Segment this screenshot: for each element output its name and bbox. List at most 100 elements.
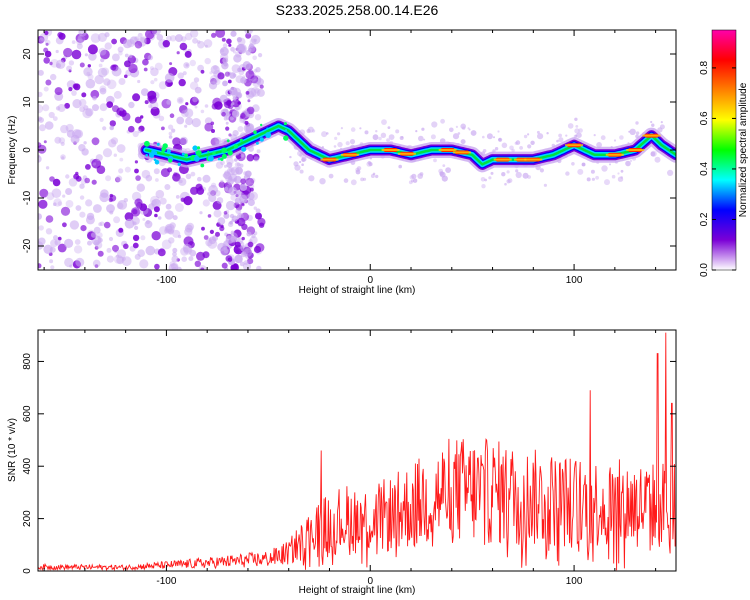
noise-blob	[234, 254, 243, 264]
noise-blob	[225, 200, 236, 211]
noise-blob	[229, 213, 235, 219]
noise-blob	[57, 243, 67, 253]
noise-blob	[151, 199, 157, 206]
noise-blob	[185, 102, 189, 106]
noise-blob	[232, 130, 239, 137]
noise-blob	[319, 178, 326, 185]
noise-blob	[247, 48, 252, 52]
noise-blob	[181, 109, 189, 118]
noise-blob	[124, 212, 134, 222]
noise-blob	[236, 37, 242, 43]
noise-blob	[113, 90, 122, 99]
ridge-speckle	[207, 155, 214, 162]
noise-blob	[165, 225, 173, 233]
noise-blob	[244, 30, 253, 35]
noise-blob	[197, 176, 202, 182]
noise-blob	[253, 156, 260, 162]
noise-blob	[155, 178, 159, 182]
noise-blob	[620, 176, 623, 179]
noise-blob	[77, 34, 86, 43]
noise-blob	[349, 139, 356, 145]
noise-blob	[421, 127, 425, 131]
noise-blob	[208, 193, 217, 203]
noise-blob	[255, 208, 261, 214]
noise-blob	[235, 208, 242, 215]
ridge-speckle	[145, 154, 148, 157]
snr-marks	[38, 332, 676, 571]
noise-blob	[455, 125, 458, 128]
noise-blob	[220, 179, 224, 184]
noise-blob	[252, 55, 257, 61]
noise-blob	[145, 174, 153, 182]
noise-blob	[567, 123, 574, 129]
ridge-speckle	[192, 145, 198, 151]
noise-blob	[87, 64, 92, 68]
noise-blob	[227, 178, 234, 185]
noise-blob	[558, 133, 562, 138]
noise-blob	[140, 235, 146, 241]
noise-blob	[609, 163, 611, 166]
noise-blob	[381, 119, 387, 125]
noise-blob	[197, 40, 205, 49]
noise-blob	[112, 105, 119, 113]
noise-blob	[201, 226, 205, 231]
noise-blob	[148, 203, 155, 210]
noise-blob	[191, 118, 201, 128]
noise-blob	[245, 91, 250, 95]
noise-blob	[38, 213, 42, 220]
noise-blob	[98, 63, 103, 68]
noise-blob	[91, 179, 97, 185]
noise-blob	[213, 65, 218, 70]
noise-blob	[124, 74, 128, 79]
noise-blob	[184, 124, 188, 128]
spectrogram-x-axis-label: Height of straight line (km)	[299, 285, 416, 296]
noise-blob	[38, 199, 48, 209]
noise-blob	[87, 240, 92, 246]
noise-blob	[184, 50, 192, 58]
noise-blob	[586, 177, 591, 182]
ridge-speckle	[217, 157, 221, 161]
noise-blob	[221, 37, 226, 42]
noise-blob	[395, 129, 400, 134]
noise-blob	[209, 229, 214, 234]
noise-blob	[299, 160, 302, 164]
noise-blob	[333, 145, 337, 148]
noise-blob	[235, 204, 243, 211]
noise-blob	[150, 106, 160, 116]
noise-blob	[137, 249, 145, 257]
noise-blob	[204, 117, 213, 125]
ridge-speckle	[166, 149, 171, 154]
noise-blob	[651, 123, 655, 127]
noise-blob	[231, 98, 241, 108]
noise-blob	[179, 42, 188, 51]
noise-blob	[85, 78, 96, 89]
noise-blob	[203, 235, 209, 240]
noise-blob	[189, 249, 197, 257]
noise-blob	[45, 215, 54, 223]
noise-blob	[122, 112, 131, 122]
noise-blob	[506, 179, 511, 184]
noise-blob	[509, 145, 514, 151]
noise-blob	[177, 266, 182, 270]
noise-blob	[255, 212, 262, 220]
noise-blob	[372, 134, 379, 141]
snr-ticks: -100 0 100 0 200 400 600 800	[22, 330, 676, 587]
noise-blob	[135, 175, 141, 181]
noise-blob	[90, 89, 100, 99]
noise-blob	[239, 183, 248, 191]
noise-blob	[172, 247, 178, 253]
noise-blob	[171, 255, 179, 263]
noise-blob	[501, 142, 508, 149]
noise-blob	[184, 32, 193, 41]
noise-blob	[387, 126, 391, 129]
noise-blob	[423, 138, 426, 141]
noise-blob	[247, 258, 254, 265]
noise-blob	[147, 90, 157, 100]
noise-blob	[590, 169, 595, 174]
noise-blob	[82, 108, 93, 119]
noise-blob	[184, 108, 194, 118]
spectrogram-y-tick-label: 0	[22, 147, 33, 153]
noise-blob	[205, 239, 213, 247]
